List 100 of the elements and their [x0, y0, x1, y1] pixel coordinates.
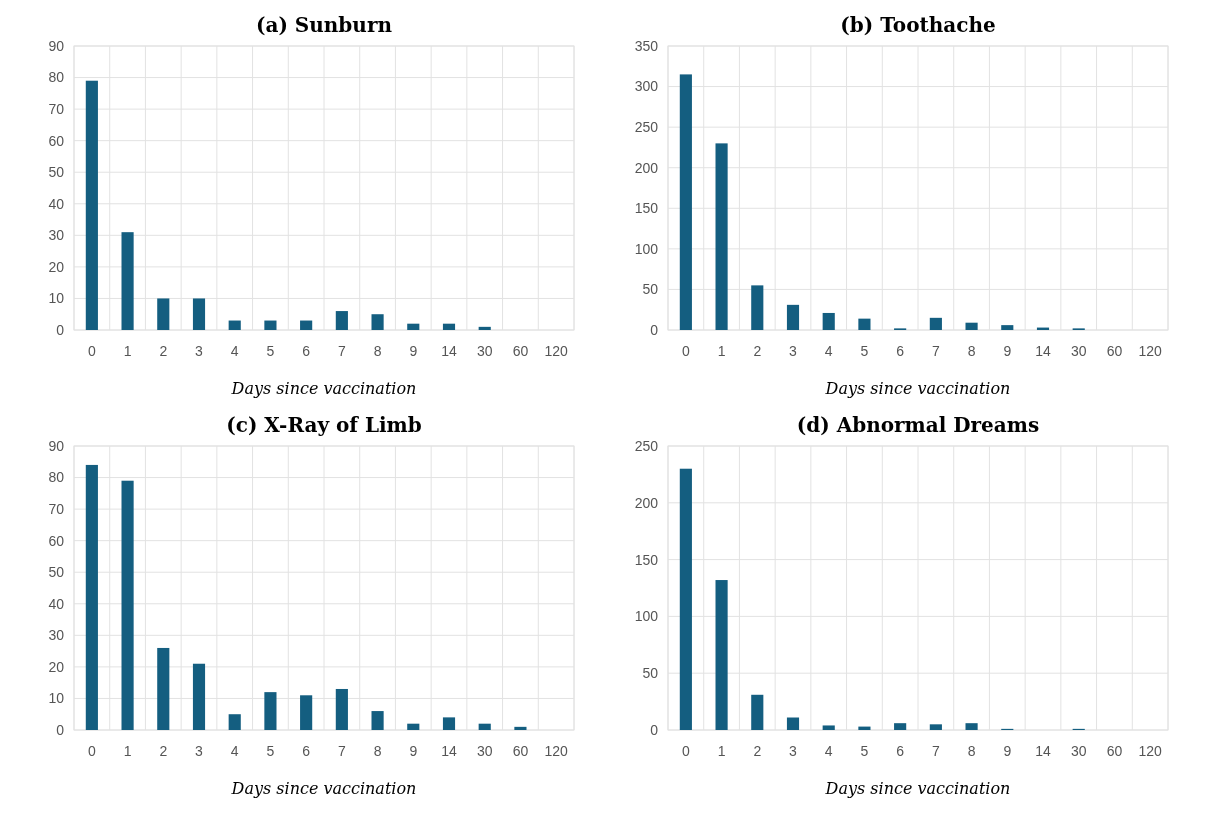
y-tick-label: 200: [634, 494, 659, 511]
x-tick-label: 9: [409, 743, 418, 759]
bar: [679, 468, 692, 730]
bar: [822, 725, 835, 730]
bar: [514, 726, 527, 730]
x-tick-label: 60: [512, 743, 529, 759]
bar: [371, 314, 384, 330]
bar: [858, 318, 871, 330]
y-tick-label: 300: [634, 78, 659, 95]
y-tick-label: 80: [48, 469, 65, 486]
x-tick-label: 1: [123, 343, 132, 359]
x-tick-label: 14: [1035, 343, 1051, 359]
x-tick-label: 30: [476, 743, 493, 759]
bar: [335, 311, 348, 330]
x-tick-label: 14: [441, 343, 457, 359]
x-tick-label: 3: [195, 743, 204, 759]
y-tick-label: 350: [634, 37, 659, 54]
x-tick-label: 120: [544, 343, 569, 359]
x-tick-label: 2: [753, 743, 762, 759]
y-tick-label: 10: [48, 690, 65, 707]
y-tick-label: 50: [642, 281, 659, 298]
bar: [121, 232, 134, 330]
x-tick-label: 1: [123, 743, 132, 759]
bar: [929, 724, 942, 730]
y-tick-label: 30: [48, 227, 65, 244]
x-tick-label: 3: [195, 343, 204, 359]
bar: [679, 74, 692, 330]
x-axis-title: Days since vaccination: [824, 779, 1011, 798]
x-tick-label: 2: [753, 343, 762, 359]
y-tick-label: 30: [48, 627, 65, 644]
bar: [85, 464, 98, 730]
bar: [407, 723, 420, 730]
x-axis-title: Days since vaccination: [230, 779, 417, 798]
bar: [1001, 325, 1014, 330]
x-tick-label: 6: [302, 343, 311, 359]
x-tick-label: 14: [1035, 743, 1051, 759]
x-tick-label: 8: [967, 743, 976, 759]
y-tick-label: 50: [48, 564, 65, 581]
bar: [371, 711, 384, 730]
x-tick-label: 0: [681, 343, 690, 359]
y-tick-label: 50: [48, 164, 65, 181]
x-tick-label: 120: [544, 743, 569, 759]
x-tick-label: 5: [266, 343, 275, 359]
bar: [442, 323, 456, 330]
x-tick-label: 3: [789, 343, 798, 359]
x-tick-label: 60: [1106, 743, 1123, 759]
y-tick-label: 90: [48, 437, 65, 454]
x-tick-label: 4: [824, 343, 833, 359]
bar: [157, 298, 170, 330]
x-tick-label: 5: [266, 743, 275, 759]
x-axis-title: Days since vaccination: [230, 379, 417, 398]
y-tick-label: 10: [48, 290, 65, 307]
bar: [822, 312, 835, 330]
bar: [264, 320, 277, 330]
x-tick-label: 30: [1070, 343, 1087, 359]
x-tick-label: 8: [373, 343, 382, 359]
bar: [965, 322, 978, 330]
y-tick-label: 20: [48, 658, 65, 675]
x-tick-label: 9: [1003, 343, 1012, 359]
y-tick-label: 40: [48, 595, 65, 612]
y-tick-label: 0: [650, 721, 659, 738]
x-tick-label: 2: [159, 743, 168, 759]
y-tick-label: 60: [48, 132, 65, 149]
bar: [442, 717, 456, 730]
y-tick-label: 0: [56, 721, 65, 738]
bar: [751, 694, 764, 730]
x-tick-label: 60: [512, 343, 529, 359]
y-tick-label: 0: [650, 321, 659, 338]
x-tick-label: 7: [931, 743, 940, 759]
x-tick-label: 30: [1070, 743, 1087, 759]
y-tick-label: 250: [634, 437, 659, 454]
bar: [121, 480, 134, 730]
bar: [929, 317, 942, 330]
chart-title: (c) X-Ray of Limb: [226, 413, 422, 437]
y-tick-label: 40: [48, 195, 65, 212]
bar: [157, 647, 170, 730]
x-tick-label: 3: [789, 743, 798, 759]
bar: [858, 726, 871, 730]
x-tick-label: 120: [1138, 743, 1163, 759]
x-tick-label: 8: [967, 343, 976, 359]
y-tick-label: 70: [48, 501, 65, 518]
chart-title: (a) Sunburn: [256, 13, 393, 37]
y-tick-label: 50: [642, 665, 659, 682]
x-tick-label: 6: [896, 343, 905, 359]
y-tick-label: 80: [48, 69, 65, 86]
x-tick-label: 30: [476, 343, 493, 359]
y-tick-label: 60: [48, 532, 65, 549]
bar: [335, 688, 348, 730]
bar: [192, 298, 206, 330]
x-tick-label: 6: [896, 743, 905, 759]
y-tick-label: 200: [634, 159, 659, 176]
x-tick-label: 1: [717, 343, 726, 359]
y-tick-label: 90: [48, 37, 65, 54]
y-tick-label: 150: [634, 551, 659, 568]
bar: [264, 692, 277, 730]
x-tick-label: 7: [337, 343, 346, 359]
x-axis-title: Days since vaccination: [824, 379, 1011, 398]
bar: [478, 326, 491, 330]
y-tick-label: 100: [634, 240, 659, 257]
bar: [85, 80, 98, 330]
